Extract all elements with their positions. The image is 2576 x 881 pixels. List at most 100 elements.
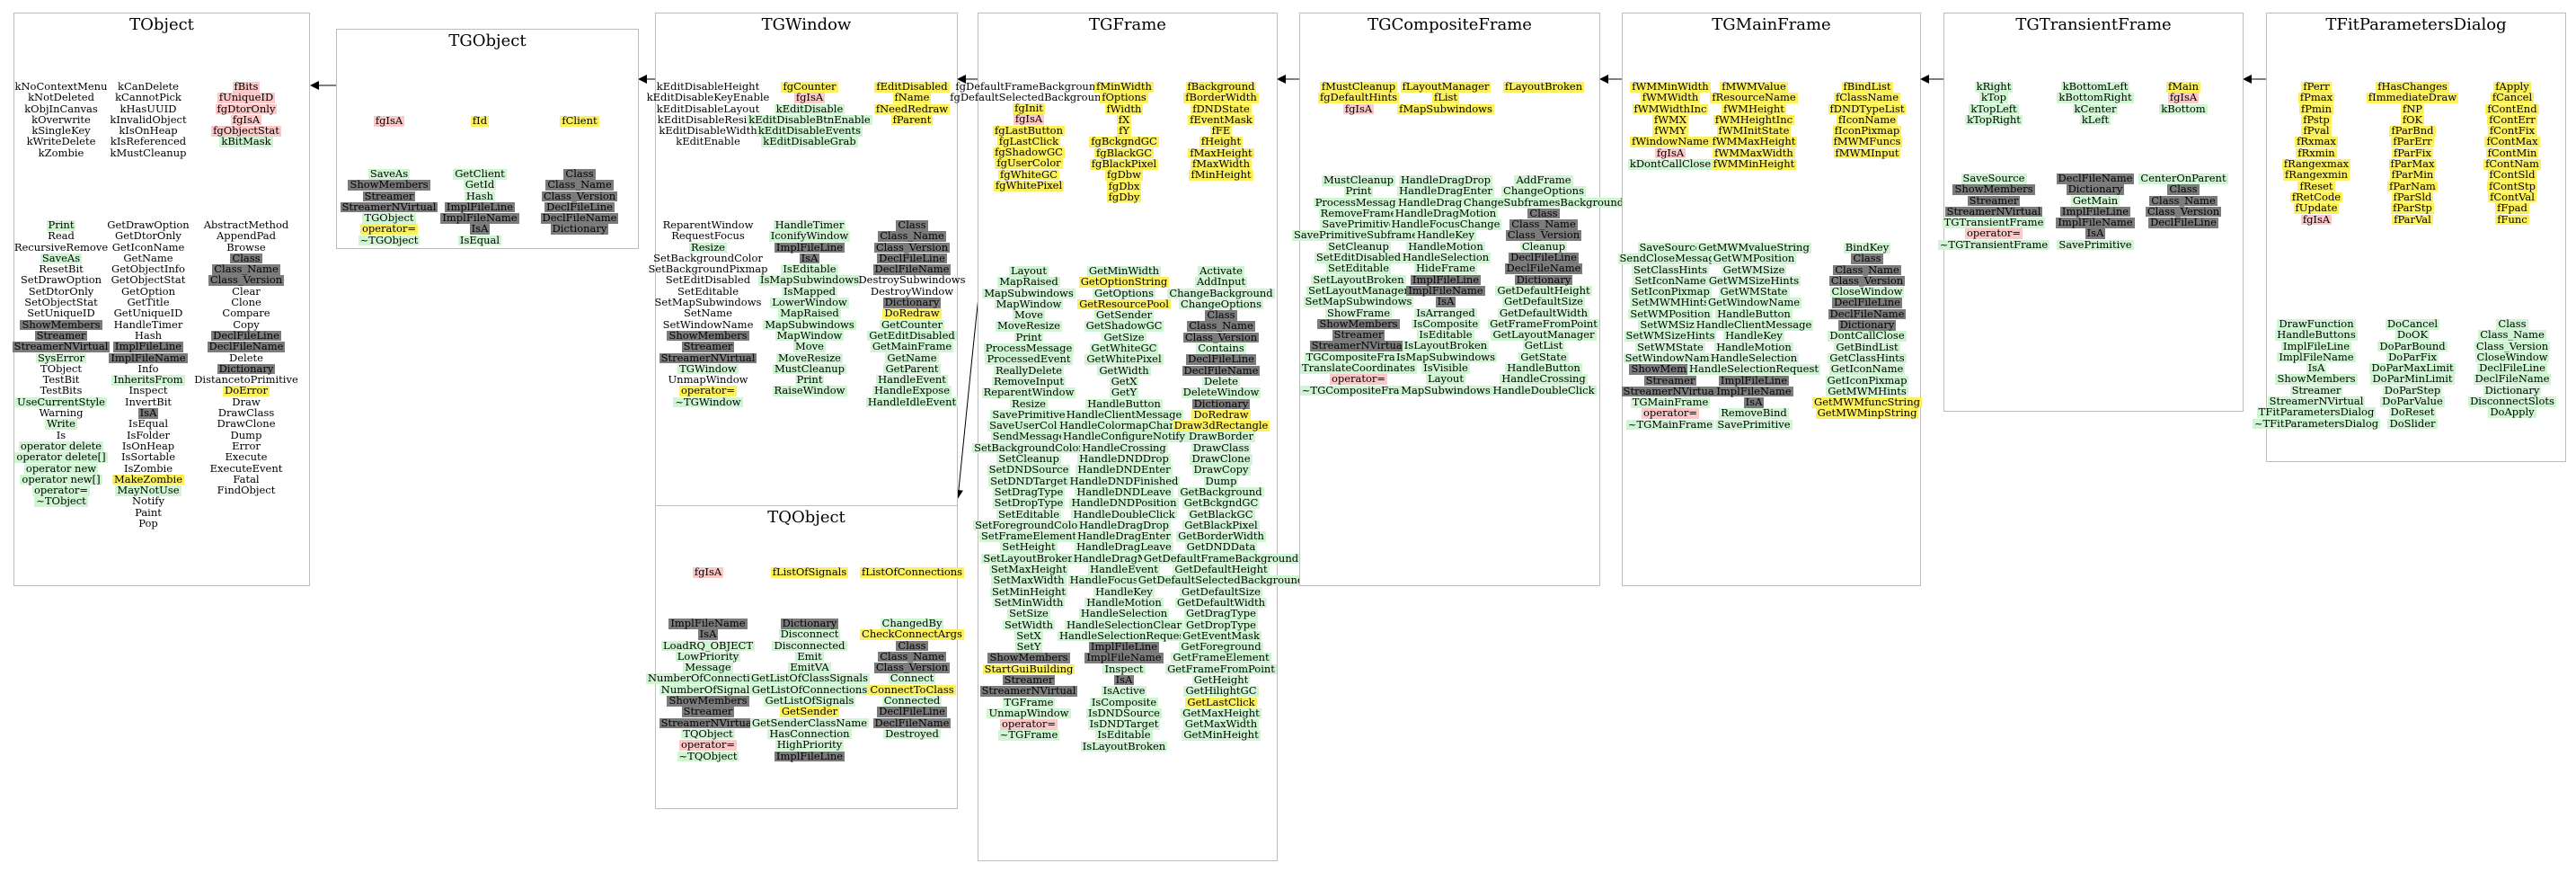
member-resetbit: ResetBit bbox=[39, 263, 84, 276]
member-handleselectionrequest: HandleSelectionRequest bbox=[1058, 628, 1191, 642]
member-implfilename: ImplFileName bbox=[440, 211, 519, 225]
member-handlecrossing: HandleCrossing bbox=[1080, 440, 1168, 454]
member-drawfunction: DrawFunction bbox=[2277, 317, 2356, 330]
member-handleclientmessage: HandleClientMessage bbox=[1064, 407, 1184, 421]
member-setobjectstat: SetObjectStat bbox=[24, 296, 98, 309]
member-fgblackgc: fgBlackGC bbox=[1094, 146, 1154, 159]
member-group: AbstractMethod AppendPad Browse Class Class_… bbox=[111, 219, 381, 496]
member-tgobject: TGObject bbox=[362, 211, 416, 225]
member-layout: Layout bbox=[1009, 264, 1049, 277]
member-declfileline: DeclFileLine bbox=[877, 251, 947, 264]
member-getmwmhints: GetMWMHints bbox=[1826, 384, 1908, 397]
member-fglastclick: fgLastClick bbox=[996, 134, 1061, 147]
member-processedevent: ProcessedEvent bbox=[985, 352, 1073, 366]
member-fpstp: fPstp bbox=[2301, 112, 2332, 126]
class-title: TObject bbox=[129, 15, 194, 34]
member-handlebuttons: HandleButtons bbox=[2275, 328, 2358, 342]
member-lowpriority: LowPriority bbox=[675, 649, 741, 663]
member-setlayoutbroken: SetLayoutBroken bbox=[1311, 272, 1406, 286]
member-saveas: SaveAs bbox=[367, 167, 411, 180]
member-setforegroundcolor: SetForegroundColor bbox=[973, 518, 1084, 531]
member-cleanup: Cleanup bbox=[1519, 239, 1568, 253]
member-drawcopy: DrawCopy bbox=[1191, 463, 1251, 476]
member-fgobjectstat: fgObjectStat bbox=[211, 124, 281, 138]
member-gety: GetY bbox=[1109, 386, 1139, 399]
member-changesubframesbackground: ChangeSubframesBackground bbox=[1461, 195, 1626, 209]
member-fparfix: fParFix bbox=[2392, 146, 2433, 159]
member-group: fBindList fClassName fDNDTypeList fIconName… bbox=[1732, 81, 2002, 159]
member-dontcallclose: DontCallClose bbox=[1828, 329, 1907, 343]
member-getshadowgc: GetShadowGC bbox=[1084, 319, 1164, 333]
member-fgwhitegc: fgWhiteGC bbox=[998, 167, 1059, 181]
member-processmessage: ProcessMessage bbox=[1313, 195, 1404, 209]
member-fgisa: fgIsA bbox=[793, 91, 826, 104]
member-mapsubwindows: MapSubwindows bbox=[982, 286, 1076, 299]
member-implfilename: ImplFileName bbox=[2056, 216, 2135, 229]
member-bindkey: BindKey bbox=[1843, 241, 1891, 254]
member-kcandelete: kCanDelete bbox=[118, 80, 179, 93]
member-checkconnectargs: CheckConnectArgs bbox=[860, 627, 964, 641]
member-sety: SetY bbox=[1014, 640, 1043, 654]
member-getdefaultwidth: GetDefaultWidth bbox=[1497, 306, 1590, 319]
member-handleexpose: HandleExpose bbox=[872, 384, 952, 397]
member-getforeground: GetForeground bbox=[1179, 640, 1263, 654]
member-handlekey: HandleKey bbox=[1415, 228, 1476, 242]
member-streamernvirtual: StreamerNVirtual bbox=[2267, 395, 2366, 408]
member-getlistofclasssignals: GetListOfClassSignals bbox=[748, 672, 871, 685]
member-execute: Execute bbox=[225, 450, 268, 464]
member-fparent: fParent bbox=[890, 112, 934, 126]
member-doparstep: DoParStep bbox=[2382, 383, 2443, 396]
member-removeframe: RemoveFrame bbox=[1318, 206, 1399, 219]
member-operator: operator= bbox=[1329, 372, 1388, 386]
member-inspect: Inspect bbox=[128, 384, 168, 397]
member-fmwmfuncs: fMWMFuncs bbox=[1831, 135, 1903, 148]
member-class-name: Class_Name bbox=[2478, 328, 2546, 342]
member-group: fId bbox=[345, 115, 615, 127]
member-handlemotion: HandleMotion bbox=[1714, 340, 1793, 353]
member-setdrawoption: SetDrawOption bbox=[20, 273, 102, 287]
member-implfileline: ImplFileLine bbox=[444, 200, 516, 213]
member-saveprimitive: SavePrimitive bbox=[1715, 417, 1793, 431]
member-isequal: IsEqual bbox=[128, 417, 169, 431]
member-streamernvirtual: StreamerNVirtual bbox=[979, 684, 1078, 698]
member-declfilename: DeclFileName bbox=[1182, 363, 1261, 377]
member-fmapsubwindows: fMapSubwindows bbox=[1397, 102, 1494, 115]
member-kbottomleft: kBottomLeft bbox=[2060, 80, 2130, 93]
member-class-version: Class_Version bbox=[208, 273, 285, 287]
member-getwindowname: GetWindowName bbox=[1705, 296, 1802, 309]
member-fperr: fPerr bbox=[2301, 80, 2332, 93]
member-fwmy: fWMY bbox=[1652, 124, 1688, 138]
member-getoption: GetOption bbox=[120, 284, 176, 298]
member-setminwidth: SetMinWidth bbox=[992, 595, 1066, 609]
member-setlayoutmanager: SetLayoutManager bbox=[1306, 283, 1411, 297]
member-fgusercolor: fgUserColor bbox=[995, 156, 1063, 170]
member-implfileline: ImplFileLine bbox=[1088, 640, 1160, 654]
member-group: Class Class_Name Class_Version DeclFileLine… bbox=[445, 168, 714, 236]
member-group: AddFrame ChangeOptions ChangeSubframesBack… bbox=[1409, 174, 1678, 396]
member-group: HandleDragDrop HandleDragEnter HandleDragL… bbox=[1311, 174, 1580, 396]
member-fgwhitepixel: fgWhitePixel bbox=[993, 179, 1065, 192]
member-operator-new: operator new[] bbox=[20, 472, 102, 485]
member-group: SaveAs ShowMembers Streamer StreamerNVirtua… bbox=[254, 167, 524, 246]
member-tgtransientframe: ~TGTransientFrame bbox=[1937, 237, 2050, 251]
member-fwmmaxheight: fWMMaxHeight bbox=[1710, 135, 1798, 148]
member-fbackground: fBackground bbox=[1185, 80, 1257, 93]
member-setcleanup: SetCleanup bbox=[1326, 239, 1391, 253]
member-group: fClient bbox=[445, 115, 714, 127]
member-group: DrawFunction HandleButtons ImplFileLine Imp… bbox=[2182, 317, 2451, 430]
member-fmwmvalue: fMWMValue bbox=[1720, 80, 1788, 93]
class-box-tqobject: TQObject fgIsA fListOfSignals fListOfConnec… bbox=[645, 505, 965, 809]
member-setmapsubwindows: SetMapSubwindows bbox=[1303, 295, 1414, 308]
member-getclasshints: GetClassHints bbox=[1828, 351, 1907, 364]
member-class-name: Class_Name bbox=[212, 263, 280, 276]
member-tgobject: ~TGObject bbox=[358, 233, 420, 246]
member-is: Is bbox=[56, 428, 66, 441]
member-group: BindKey Class Class_Name Class_Version Close… bbox=[1732, 241, 2002, 420]
member-group: fBits fUniqueID fgDtorOnly fgIsA fgObjectSta… bbox=[111, 81, 381, 148]
member-setbackgroundpixmap: SetBackgroundPixmap bbox=[648, 263, 768, 276]
member-getbckgndgc: GetBckgndGC bbox=[1182, 496, 1261, 510]
member-isequal: IsEqual bbox=[457, 233, 502, 246]
member-fpval: fPval bbox=[2301, 124, 2332, 138]
member-addframe: AddFrame bbox=[1514, 174, 1573, 186]
member-fgdefaultframebackground: fgDefaultFrameBackground bbox=[955, 80, 1102, 93]
